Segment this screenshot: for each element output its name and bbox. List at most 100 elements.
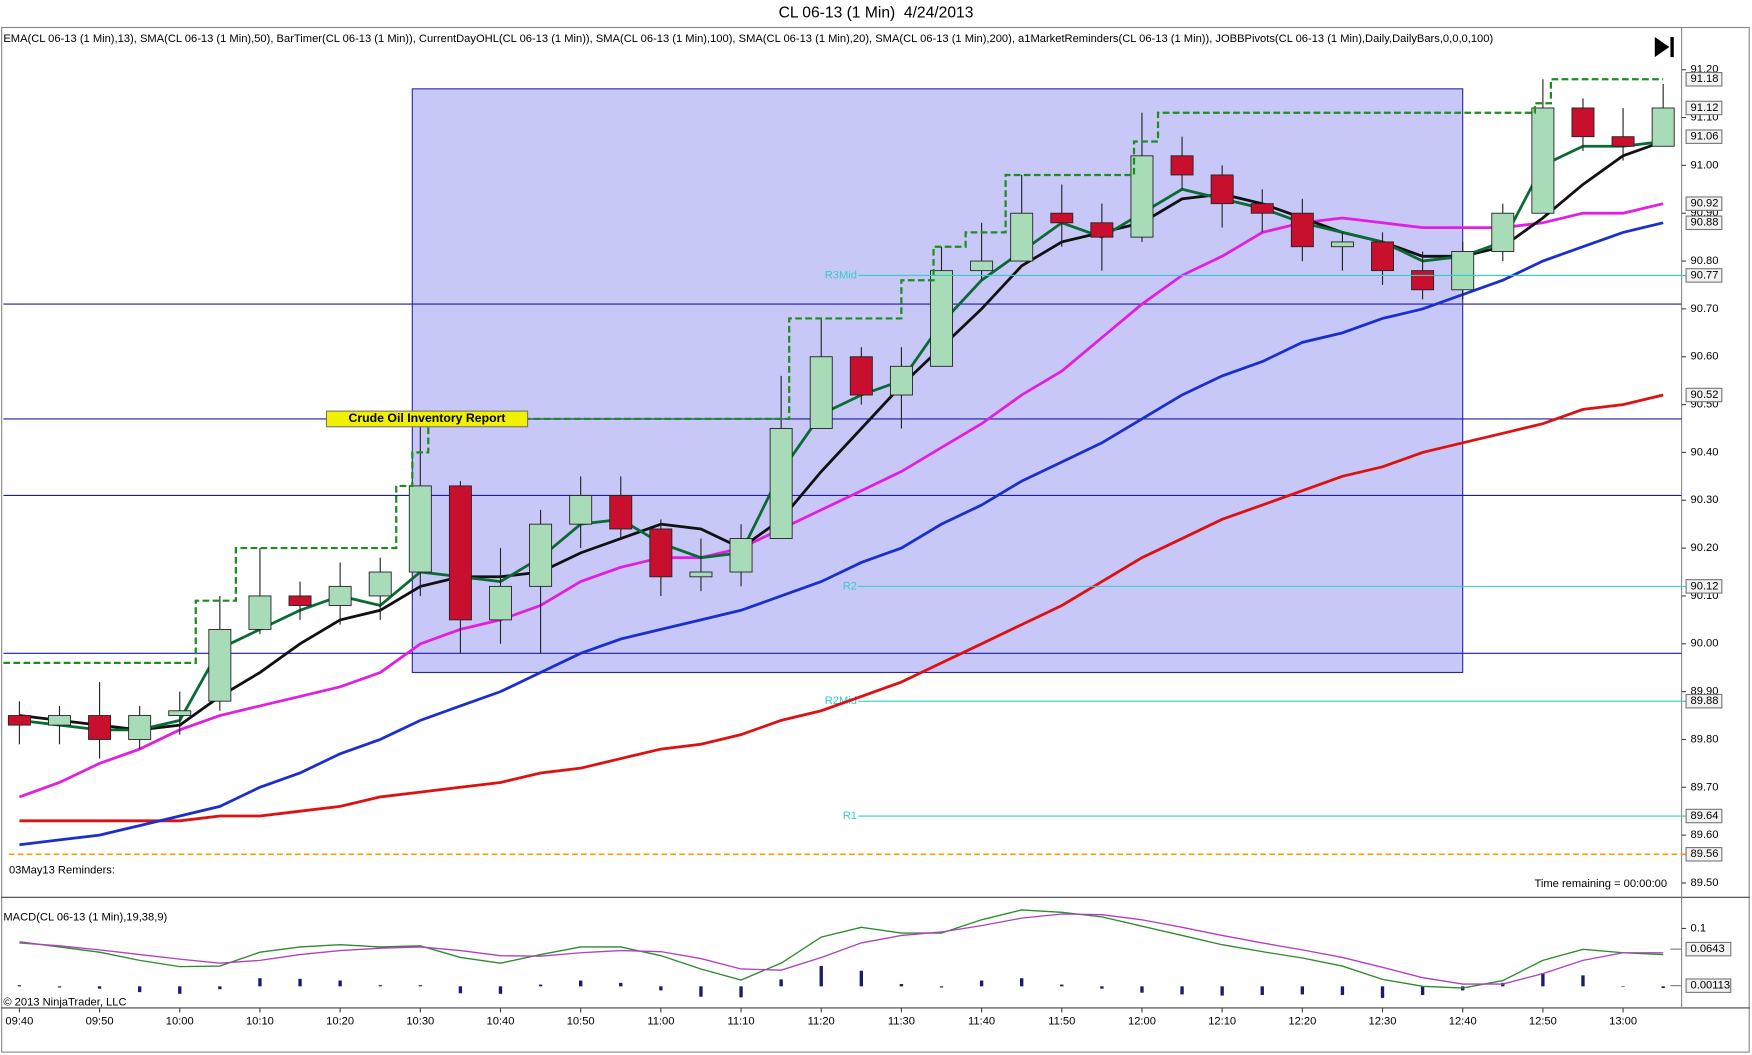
y-tick-label: 89.70 bbox=[1691, 781, 1719, 793]
price-marker-box bbox=[1685, 579, 1723, 594]
candle-body bbox=[168, 710, 192, 716]
price-marker-label: 91.06 bbox=[1691, 131, 1719, 143]
histogram-bar bbox=[1020, 978, 1024, 987]
candle-body bbox=[1491, 212, 1515, 252]
moving-average-line bbox=[19, 221, 1664, 847]
y-tick-label: 90.60 bbox=[1691, 351, 1719, 363]
macd-marker-box bbox=[1685, 978, 1732, 993]
highlight-box bbox=[411, 88, 1464, 674]
price-marker-box bbox=[1685, 268, 1723, 283]
price-marker-label: 89.88 bbox=[1691, 695, 1719, 707]
y-tick-label: 90.50 bbox=[1691, 399, 1719, 411]
histogram-bar bbox=[659, 986, 663, 991]
candle-body bbox=[649, 528, 673, 578]
macd-plot bbox=[17, 909, 1665, 998]
price-marker-label: 91.12 bbox=[1691, 102, 1719, 114]
histogram-bar bbox=[1140, 986, 1144, 993]
chart-title: CL 06-13 (1 Min) 4/24/2013 bbox=[779, 5, 974, 22]
candle-body bbox=[889, 365, 913, 396]
histogram-bar bbox=[1300, 986, 1305, 995]
candle-body bbox=[208, 628, 232, 702]
candle-body bbox=[529, 523, 553, 587]
price-marker-label: 90.88 bbox=[1691, 217, 1719, 229]
histogram-bar bbox=[899, 984, 904, 987]
histogram-bar bbox=[1541, 973, 1545, 987]
x-tick-label: 10:50 bbox=[567, 1015, 595, 1027]
candle-body bbox=[1290, 212, 1314, 248]
candle-body bbox=[328, 585, 352, 606]
price-marker-box bbox=[1685, 72, 1723, 87]
histogram-bar bbox=[1621, 986, 1625, 987]
x-tick-label: 12:40 bbox=[1449, 1015, 1477, 1027]
pivot-label: R1 bbox=[843, 810, 857, 822]
price-marker-box bbox=[1685, 196, 1723, 211]
macd-line bbox=[19, 913, 1664, 985]
y-tick-label: 89.50 bbox=[1691, 877, 1719, 889]
play-icon[interactable] bbox=[1654, 36, 1674, 58]
play-bar[interactable] bbox=[1670, 36, 1674, 58]
candle-body bbox=[7, 715, 31, 726]
candle-body bbox=[88, 715, 112, 740]
macd-marker-label: 0.0643 bbox=[1691, 943, 1725, 955]
price-marker-label: 90.12 bbox=[1691, 580, 1719, 592]
candle-body bbox=[809, 356, 833, 429]
macd-marker-label: 0.00113 bbox=[1691, 980, 1731, 992]
candle-body bbox=[609, 495, 633, 530]
play-triangle[interactable] bbox=[1654, 36, 1670, 58]
histogram-bar bbox=[859, 970, 863, 987]
x-tick-label: 09:50 bbox=[86, 1015, 114, 1027]
x-tick-label: 11:30 bbox=[888, 1015, 915, 1027]
histogram-bar bbox=[17, 985, 22, 987]
candle-body bbox=[1050, 212, 1074, 224]
price-marker-box bbox=[1685, 387, 1723, 403]
candle-body bbox=[1090, 222, 1114, 238]
y-tick-label: 90.80 bbox=[1691, 255, 1719, 267]
histogram-bar bbox=[1060, 984, 1064, 987]
histogram-bar bbox=[418, 985, 422, 987]
candle-body bbox=[368, 571, 392, 597]
histogram-bar bbox=[1100, 986, 1104, 989]
price-marker-box bbox=[1685, 693, 1723, 709]
histogram-bar bbox=[739, 986, 743, 998]
histogram-bar bbox=[1581, 975, 1585, 987]
frame bbox=[1, 26, 1750, 1053]
histogram-bar bbox=[579, 980, 583, 987]
candle-body bbox=[1611, 136, 1635, 147]
histogram-bar bbox=[939, 986, 944, 988]
price-marker-label: 89.56 bbox=[1691, 848, 1719, 860]
histogram-bar bbox=[458, 986, 463, 994]
x-tick-label: 10:10 bbox=[246, 1015, 274, 1027]
y-tick-label: 90.70 bbox=[1691, 303, 1719, 315]
x-tick-label: 12:00 bbox=[1128, 1015, 1156, 1027]
candle-body bbox=[930, 270, 953, 367]
candle-body bbox=[1571, 107, 1595, 138]
histogram-bar bbox=[699, 986, 703, 997]
candle-body bbox=[1451, 251, 1475, 291]
candle-body bbox=[1250, 203, 1274, 214]
candle-body bbox=[248, 595, 272, 630]
histogram-bar bbox=[97, 986, 102, 989]
histogram-bar bbox=[1380, 986, 1385, 998]
price-marker-label: 91.18 bbox=[1691, 73, 1719, 85]
time-remaining: Time remaining = 00:00:00 bbox=[1534, 878, 1667, 890]
indicator-list: EMA(CL 06-13 (1 Min),13), SMA(CL 06-13 (… bbox=[3, 33, 1493, 45]
x-tick-label: 13:00 bbox=[1609, 1015, 1637, 1027]
histogram-bar bbox=[1420, 986, 1425, 996]
candle-body bbox=[1411, 270, 1435, 291]
candle-body bbox=[1210, 174, 1234, 205]
histogram-bar bbox=[498, 986, 503, 994]
candle-body bbox=[769, 428, 793, 539]
histogram-bar bbox=[779, 979, 783, 987]
price-marker-label: 90.77 bbox=[1691, 269, 1719, 281]
x-tick-label: 10:00 bbox=[166, 1015, 194, 1027]
y-tick-label: 89.60 bbox=[1691, 829, 1719, 841]
moving-average-line bbox=[18, 202, 1664, 799]
histogram-bar bbox=[979, 980, 984, 987]
y-tick-label: 91.20 bbox=[1691, 64, 1719, 76]
price-plot: R3Mid R2 R2Mid R1 bbox=[3, 78, 1682, 847]
annotation-box bbox=[325, 410, 529, 428]
macd-title: MACD(CL 06-13 (1 Min),19,38,9) bbox=[3, 911, 167, 923]
candle-body bbox=[1651, 107, 1675, 147]
